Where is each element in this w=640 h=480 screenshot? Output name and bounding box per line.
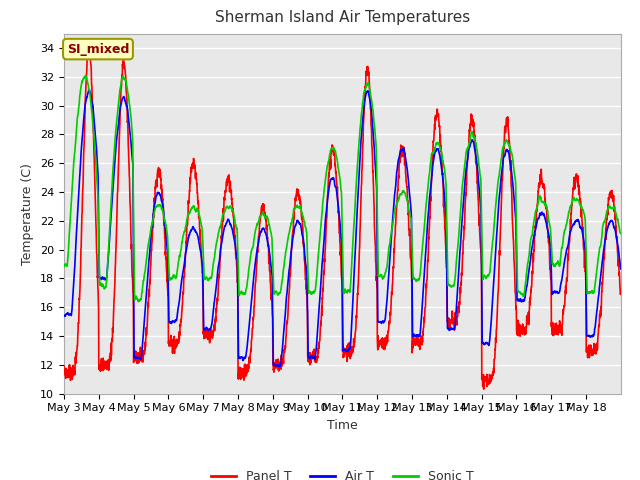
Y-axis label: Temperature (C): Temperature (C): [22, 163, 35, 264]
Title: Sherman Island Air Temperatures: Sherman Island Air Temperatures: [215, 11, 470, 25]
Text: SI_mixed: SI_mixed: [67, 43, 129, 56]
Legend: Panel T, Air T, Sonic T: Panel T, Air T, Sonic T: [206, 465, 479, 480]
X-axis label: Time: Time: [327, 419, 358, 432]
